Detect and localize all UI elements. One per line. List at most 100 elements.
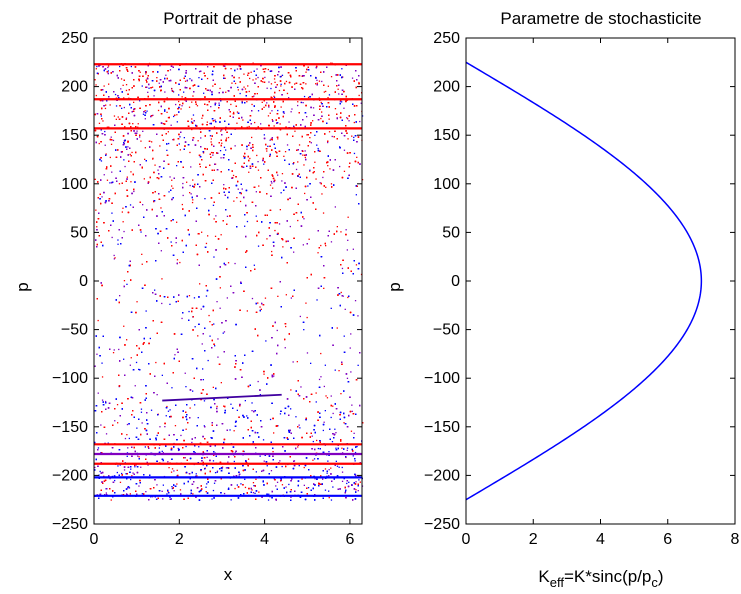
phase-point: [325, 395, 327, 397]
phase-point: [296, 361, 298, 363]
phase-point: [274, 81, 276, 83]
phase-point: [328, 94, 331, 96]
phase-point: [334, 206, 336, 208]
phase-point: [179, 149, 181, 151]
phase-point: [171, 487, 173, 490]
phase-point: [196, 105, 199, 107]
phase-point: [313, 458, 316, 460]
phase-point: [342, 76, 344, 78]
phase-point: [323, 91, 325, 93]
phase-point: [191, 201, 194, 204]
phase-point: [302, 154, 304, 156]
phase-point: [203, 400, 206, 402]
phase-point: [120, 78, 123, 80]
phase-point: [94, 466, 96, 469]
phase-point: [261, 81, 264, 83]
phase-point: [254, 492, 256, 494]
phase-point: [351, 404, 353, 406]
phase-point: [294, 83, 296, 85]
phase-point: [162, 123, 164, 125]
phase-point: [213, 126, 216, 128]
phase-point: [269, 418, 272, 421]
phase-point: [182, 194, 184, 197]
phase-point: [113, 254, 115, 257]
phase-point: [220, 234, 222, 236]
phase-point: [171, 387, 173, 389]
phase-point: [305, 83, 307, 85]
phase-point: [330, 467, 332, 469]
phase-point: [270, 83, 273, 85]
phase-point: [303, 164, 305, 166]
phase-point: [180, 434, 182, 437]
phase-point: [244, 400, 246, 402]
phase-point: [327, 460, 329, 462]
phase-point: [251, 402, 253, 404]
phase-point: [141, 85, 143, 87]
phase-point: [188, 106, 191, 108]
phase-point: [243, 155, 245, 157]
phase-point: [280, 192, 282, 194]
phase-point: [251, 297, 254, 300]
phase-point: [244, 225, 246, 227]
phase-point: [100, 115, 102, 117]
phase-point: [299, 427, 301, 429]
phase-point: [124, 165, 126, 168]
phase-point: [172, 91, 175, 93]
phase-point: [100, 424, 102, 426]
phase-point: [352, 248, 354, 250]
phase-portrait-title: Portrait de phase: [163, 9, 292, 28]
phase-point: [297, 219, 299, 222]
phase-point: [179, 136, 181, 138]
phase-point: [196, 475, 198, 477]
phase-point: [244, 88, 247, 90]
phase-point: [341, 68, 343, 70]
phase-point: [303, 329, 305, 331]
phase-point: [123, 106, 125, 109]
phase-point: [328, 490, 330, 492]
phase-point: [271, 182, 273, 184]
phase-point: [315, 178, 317, 180]
phase-point: [166, 97, 168, 99]
phase-point: [314, 478, 316, 480]
phase-point: [272, 451, 274, 453]
phase-point: [330, 307, 332, 309]
phase-point: [135, 361, 138, 364]
phase-point: [309, 169, 311, 171]
phase-point: [246, 101, 248, 103]
phase-point: [315, 392, 317, 394]
phase-point: [290, 408, 292, 410]
phase-point: [136, 301, 138, 303]
phase-point: [281, 465, 283, 468]
phase-point: [291, 108, 293, 110]
phase-point: [123, 469, 126, 471]
phase-point: [105, 433, 108, 435]
phase-point: [175, 242, 177, 244]
phase-point: [315, 83, 317, 85]
phase-point: [300, 386, 302, 388]
phase-point: [248, 171, 250, 173]
phase-point: [126, 283, 128, 285]
phase-point: [213, 323, 215, 325]
phase-point: [353, 136, 355, 139]
phase-point: [230, 403, 232, 405]
phase-point: [194, 404, 196, 406]
phase-point: [190, 193, 192, 195]
phase-point: [147, 464, 149, 466]
phase-point: [281, 180, 283, 182]
phase-point: [236, 68, 239, 70]
phase-point: [225, 139, 227, 141]
phase-point: [293, 125, 295, 127]
phase-point: [310, 142, 312, 144]
phase-point: [161, 374, 163, 376]
phase-point: [160, 207, 162, 209]
phase-point: [156, 498, 158, 500]
phase-point: [324, 364, 326, 366]
phase-point: [160, 250, 162, 252]
phase-point: [246, 415, 248, 417]
phase-point: [341, 480, 344, 482]
phase-point: [211, 498, 213, 500]
phase-point: [335, 432, 337, 434]
phase-point: [256, 93, 258, 95]
phase-point: [216, 471, 218, 473]
